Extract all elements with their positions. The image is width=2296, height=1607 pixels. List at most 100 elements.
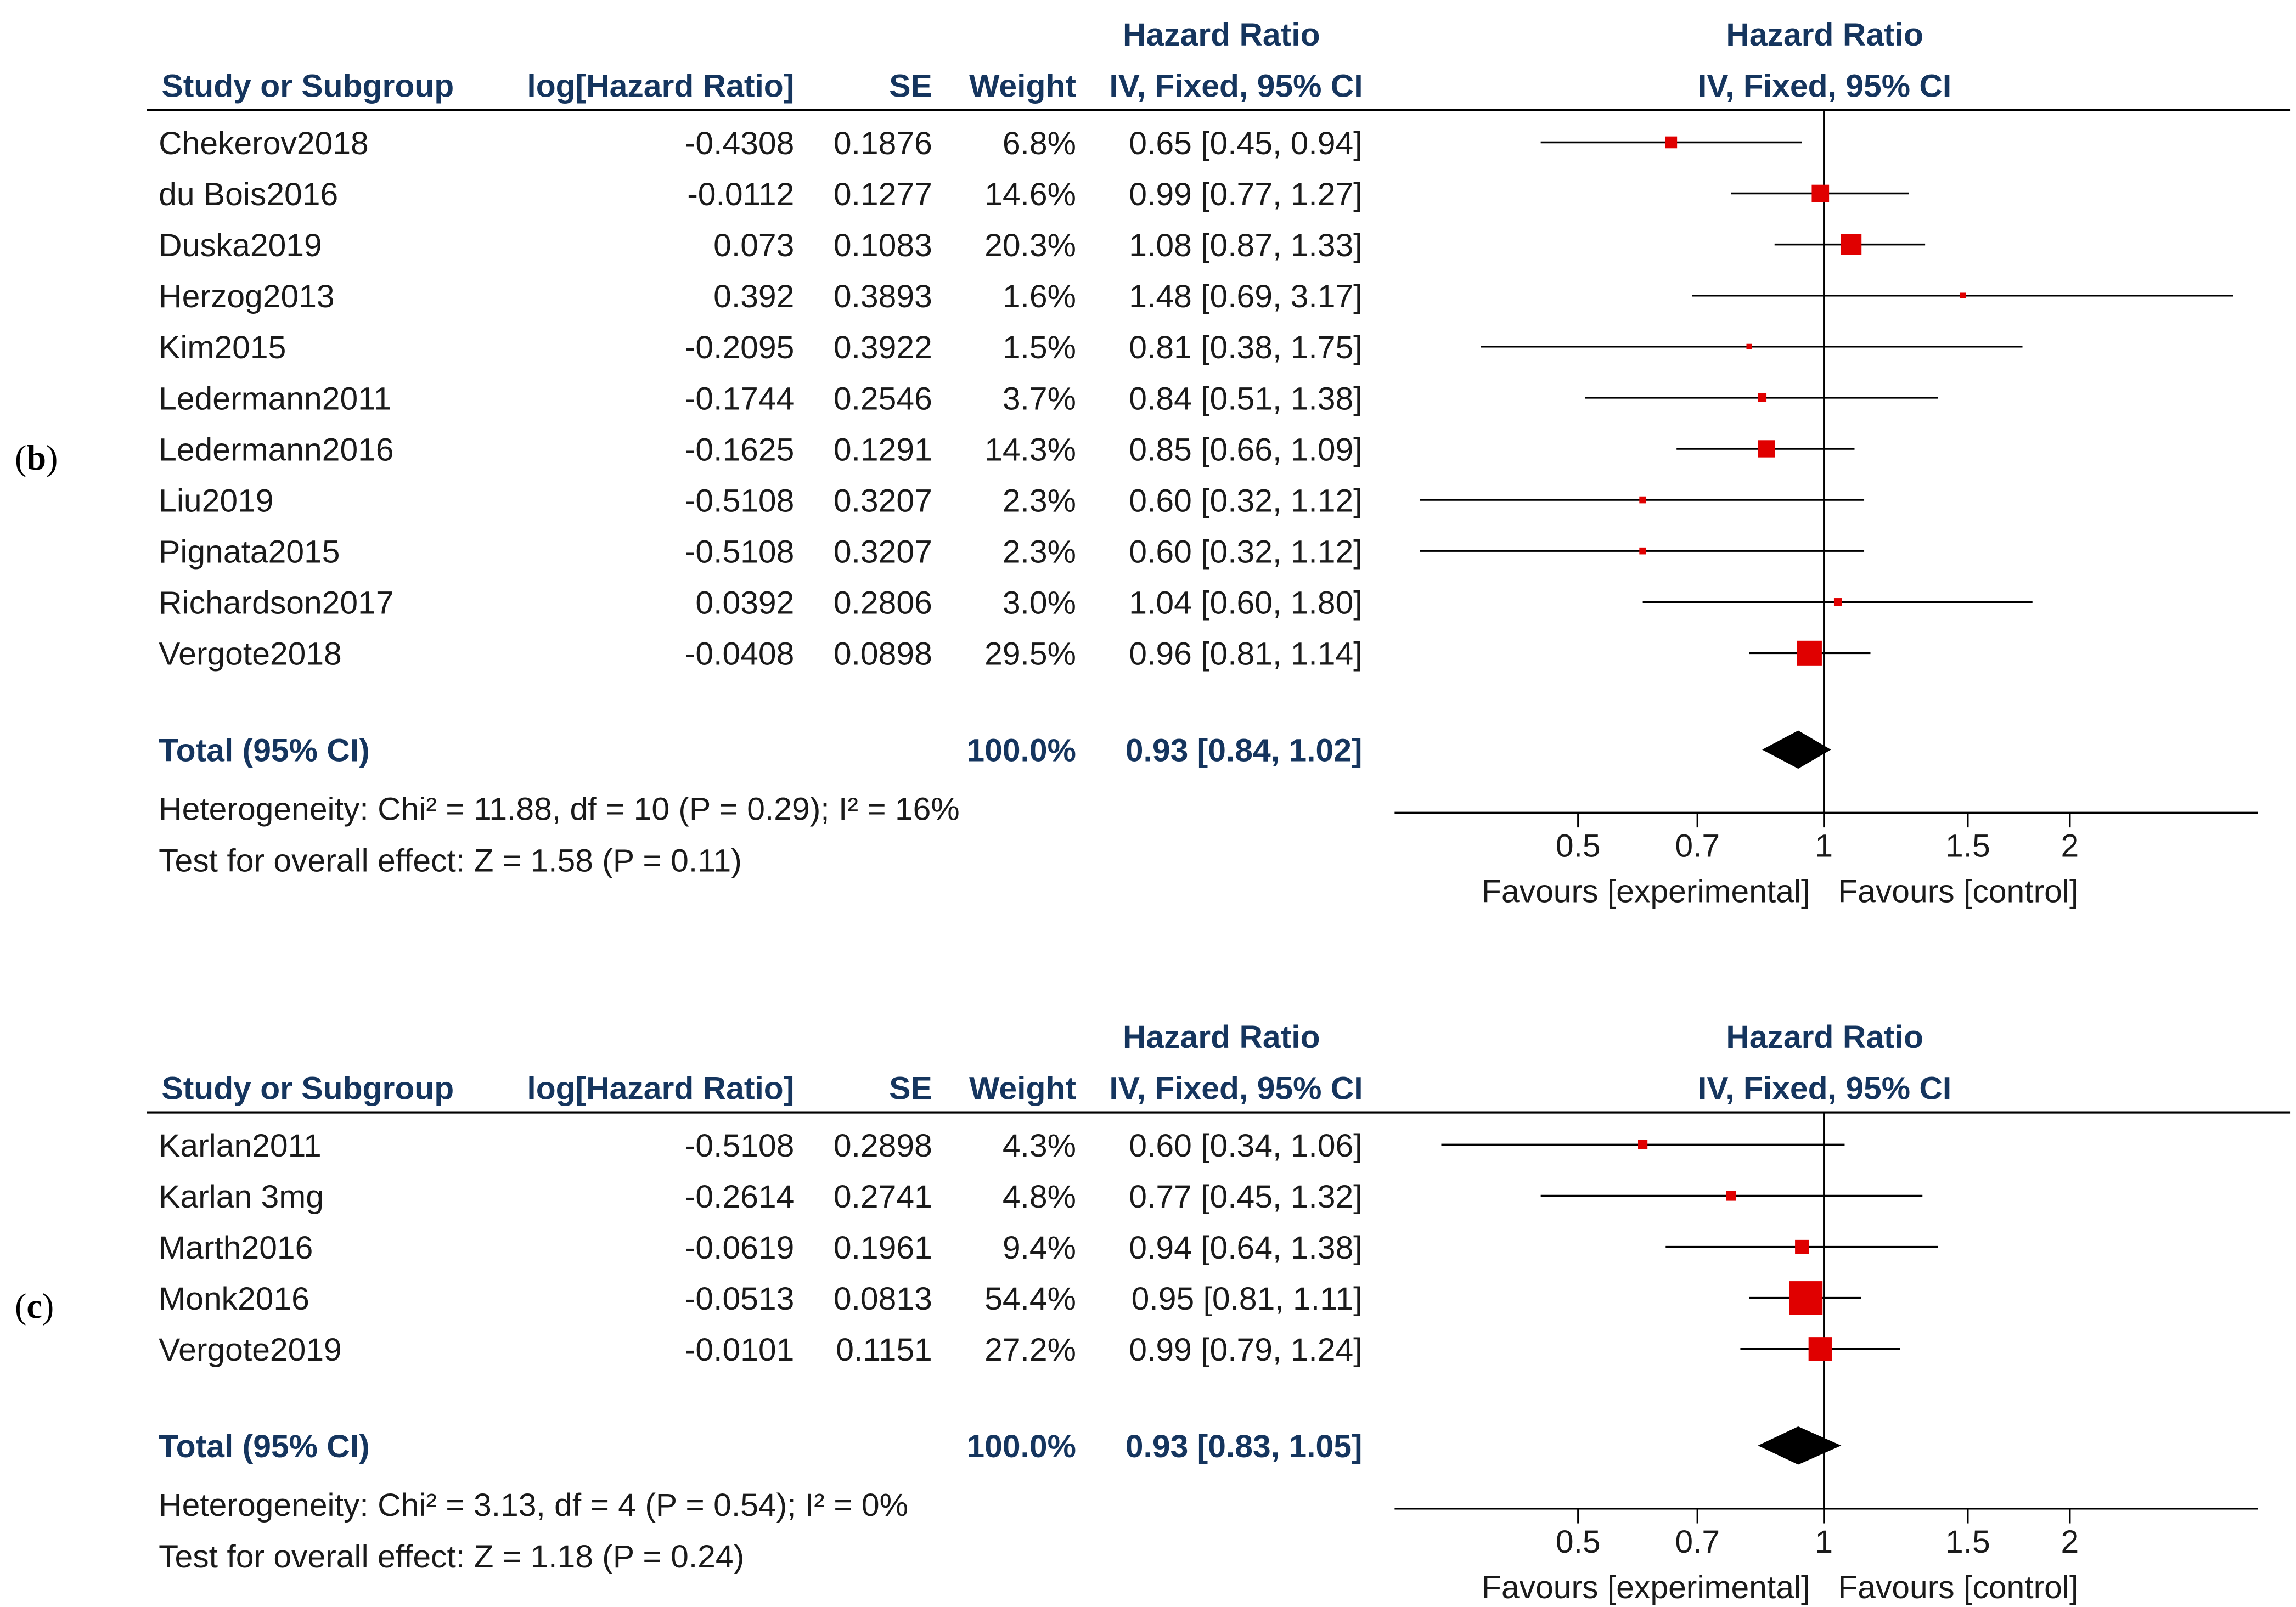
x-tick-label: 0.5 — [1556, 1524, 1601, 1560]
weight-value: 2.3% — [1003, 483, 1076, 518]
table-row: Kim2015 -0.2095 0.3922 1.5% 0.81 [0.38, 1.75… — [159, 330, 1362, 365]
study-marker — [1789, 1281, 1823, 1315]
overall-effect-text: Test for overall effect: Z = 1.18 (P = 0… — [159, 1539, 744, 1575]
se-value: 0.1876 — [834, 126, 932, 161]
hr-ci-value: 0.60 [0.32, 1.12] — [1129, 483, 1362, 518]
se-value: 0.0898 — [834, 636, 932, 672]
table-row: Chekerov2018 -0.4308 0.1876 6.8% 0.65 [0.45,… — [159, 126, 1362, 161]
study-marker — [1726, 1191, 1736, 1201]
weight-value: 4.8% — [1003, 1179, 1076, 1215]
se-value: 0.2546 — [834, 381, 932, 416]
study-name: Liu2019 — [159, 483, 273, 518]
header-study: Study or Subgroup — [161, 69, 454, 104]
study-marker — [1833, 598, 1842, 606]
hr-ci-value: 0.96 [0.81, 1.14] — [1129, 636, 1362, 672]
hr-ci-value: 0.95 [0.81, 1.11] — [1132, 1281, 1363, 1317]
log-hr-value: -0.4308 — [685, 126, 795, 161]
x-tick-label: 0.5 — [1556, 828, 1601, 864]
study-name: Monk2016 — [159, 1281, 309, 1317]
x-tick-label: 2 — [2061, 828, 2079, 864]
hr-ci-value: 1.48 [0.69, 3.17] — [1129, 279, 1362, 314]
log-hr-value: -0.0101 — [685, 1332, 795, 1368]
study-marker — [1797, 640, 1822, 666]
panel-label: (c) — [15, 1287, 54, 1326]
x-tick-label: 1.5 — [1945, 828, 1990, 864]
hr-ci-value: 0.65 [0.45, 0.94] — [1129, 126, 1362, 161]
panel-label-letter: c — [26, 1287, 42, 1326]
header-method: IV, Fixed, 95% CI — [1109, 69, 1363, 104]
hr-ci-value: 1.08 [0.87, 1.33] — [1129, 228, 1362, 263]
table-row: Pignata2015 -0.5108 0.3207 2.3% 0.60 [0.32, … — [159, 534, 1362, 570]
table-row: Vergote2018 -0.0408 0.0898 29.5% 0.96 [0.81,… — [159, 636, 1362, 672]
se-value: 0.2806 — [834, 585, 932, 621]
table-row: Ledermann2016 -0.1625 0.1291 14.3% 0.85 [0.6… — [159, 432, 1362, 467]
study-marker — [1808, 1337, 1832, 1361]
total-hr-ci: 0.93 [0.83, 1.05] — [1126, 1429, 1363, 1464]
study-name: Chekerov2018 — [159, 126, 369, 161]
hr-ci-value: 1.04 [0.60, 1.80] — [1129, 585, 1362, 621]
log-hr-value: -0.0408 — [685, 636, 795, 672]
total-weight: 100.0% — [966, 733, 1076, 769]
panel-c: (c) Study or Subgroup log[Hazard Ratio] SE W… — [15, 1019, 2291, 1605]
study-name: Marth2016 — [159, 1230, 313, 1266]
header-hazard-ratio: Hazard Ratio — [1123, 17, 1320, 53]
study-marker — [1639, 547, 1646, 555]
favours-control-label: Favours [control] — [1838, 874, 2078, 910]
panel-label-open: ( — [15, 438, 26, 477]
table-row: Monk2016 -0.0513 0.0813 54.4% 0.95 [0.81, 1.… — [159, 1281, 1362, 1317]
weight-value: 3.0% — [1003, 585, 1076, 621]
weight-value: 6.8% — [1003, 126, 1076, 161]
study-marker — [1960, 292, 1966, 298]
se-value: 0.3207 — [834, 534, 932, 570]
hr-ci-value: 0.84 [0.51, 1.38] — [1129, 381, 1362, 416]
study-marker — [1758, 393, 1767, 402]
x-tick-label: 1.5 — [1945, 1524, 1990, 1560]
hr-ci-value: 0.94 [0.64, 1.38] — [1129, 1230, 1362, 1266]
log-hr-value: -0.5108 — [685, 483, 795, 518]
favours-control-label: Favours [control] — [1838, 1570, 2078, 1605]
header-log-hazard-ratio: log[Hazard Ratio] — [527, 1070, 794, 1106]
log-hr-value: 0.0392 — [695, 585, 794, 621]
log-hr-value: -0.5108 — [685, 1128, 795, 1164]
log-hr-value: 0.073 — [713, 228, 794, 263]
se-value: 0.1083 — [834, 228, 932, 263]
table-row: Karlan2011 -0.5108 0.2898 4.3% 0.60 [0.34, 1… — [159, 1128, 1362, 1164]
study-marker — [1665, 136, 1678, 149]
study-name: Herzog2013 — [159, 279, 335, 314]
hr-ci-value: 0.60 [0.32, 1.12] — [1129, 534, 1362, 570]
header-log-hazard-ratio: log[Hazard Ratio] — [527, 69, 794, 104]
se-value: 0.0813 — [834, 1281, 932, 1317]
hr-ci-value: 0.85 [0.66, 1.09] — [1129, 432, 1362, 467]
header-se: SE — [889, 69, 932, 104]
header-hazard-ratio: Hazard Ratio — [1123, 1019, 1320, 1055]
study-name: Kim2015 — [159, 330, 286, 365]
favours-experimental-label: Favours [experimental] — [1482, 874, 1810, 910]
plot-subtitle: IV, Fixed, 95% CI — [1698, 69, 1951, 104]
log-hr-value: -0.5108 — [685, 534, 795, 570]
se-value: 0.3893 — [834, 279, 932, 314]
hr-ci-value: 0.60 [0.34, 1.06] — [1129, 1128, 1362, 1164]
weight-value: 14.3% — [984, 432, 1076, 467]
study-name: Ledermann2016 — [159, 432, 394, 467]
study-marker — [1841, 234, 1862, 255]
pooled-diamond — [1758, 1426, 1842, 1465]
se-value: 0.1151 — [836, 1332, 932, 1368]
table-row: Marth2016 -0.0619 0.1961 9.4% 0.94 [0.64, 1.… — [159, 1230, 1362, 1266]
header-se: SE — [889, 1070, 932, 1106]
study-marker — [1637, 1140, 1648, 1150]
overall-effect-text: Test for overall effect: Z = 1.58 (P = 0… — [159, 843, 742, 878]
log-hr-value: 0.392 — [713, 279, 794, 314]
weight-value: 1.5% — [1003, 330, 1076, 365]
header-weight: Weight — [969, 69, 1076, 104]
se-value: 0.2898 — [834, 1128, 932, 1164]
table-row: Richardson2017 0.0392 0.2806 3.0% 1.04 [0.60… — [159, 585, 1362, 621]
log-hr-value: -0.2614 — [685, 1179, 795, 1215]
se-value: 0.2741 — [834, 1179, 932, 1215]
weight-value: 2.3% — [1003, 534, 1076, 570]
study-name: Richardson2017 — [159, 585, 393, 621]
total-label: Total (95% CI) — [159, 1429, 370, 1464]
hr-ci-value: 0.77 [0.45, 1.32] — [1129, 1179, 1362, 1215]
x-tick-label: 0.7 — [1675, 1524, 1720, 1560]
study-marker — [1795, 1239, 1809, 1254]
